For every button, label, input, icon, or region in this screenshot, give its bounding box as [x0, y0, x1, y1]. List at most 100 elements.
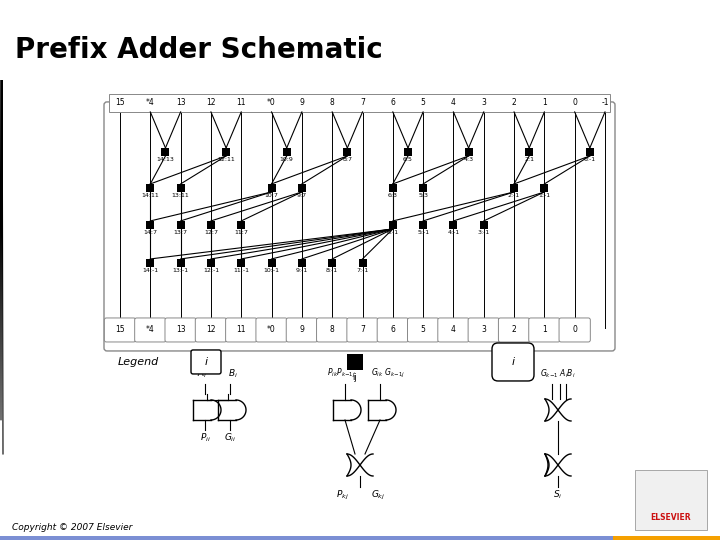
FancyBboxPatch shape	[104, 102, 615, 351]
FancyBboxPatch shape	[195, 318, 227, 342]
FancyBboxPatch shape	[559, 318, 590, 342]
Bar	[176, 221, 184, 229]
Text: 5:3: 5:3	[418, 193, 428, 198]
Text: 13: 13	[176, 326, 186, 334]
Text: 12:-1: 12:-1	[203, 268, 219, 273]
Bar	[222, 148, 230, 156]
Bar	[268, 184, 276, 192]
FancyBboxPatch shape	[408, 318, 438, 342]
Text: 7: 7	[360, 98, 365, 107]
Text: $P_{ii}$: $P_{ii}$	[199, 432, 210, 444]
Bar	[510, 184, 518, 192]
Bar	[109, 94, 610, 112]
Bar	[343, 148, 351, 156]
Bar	[283, 148, 291, 156]
Text: 6: 6	[390, 326, 395, 334]
Bar	[268, 259, 276, 267]
Text: 11:-1: 11:-1	[233, 268, 249, 273]
Text: 8:-1: 8:-1	[326, 268, 338, 273]
Text: 14:-1: 14:-1	[143, 268, 158, 273]
Bar	[389, 221, 397, 229]
Text: 14:7: 14:7	[143, 231, 157, 235]
Bar	[0, 536, 720, 540]
Bar	[389, 184, 397, 192]
Bar	[207, 259, 215, 267]
Bar	[146, 221, 154, 229]
Text: 12:7: 12:7	[204, 231, 218, 235]
Bar	[207, 221, 215, 229]
Bar	[419, 184, 427, 192]
Bar	[586, 148, 594, 156]
Text: 1: 1	[542, 98, 546, 107]
FancyBboxPatch shape	[317, 318, 348, 342]
FancyBboxPatch shape	[438, 318, 469, 342]
Text: $G_{kj}$: $G_{kj}$	[371, 489, 385, 502]
FancyBboxPatch shape	[287, 318, 318, 342]
Text: 11: 11	[236, 98, 246, 107]
Text: 2: 2	[512, 98, 516, 107]
FancyBboxPatch shape	[528, 318, 560, 342]
Bar	[146, 184, 154, 192]
Text: $A_i$: $A_i$	[197, 368, 207, 380]
Text: 0: 0	[572, 98, 577, 107]
Text: 14:11: 14:11	[141, 193, 159, 198]
Text: 6:3: 6:3	[388, 193, 398, 198]
Text: $G_{ik}\ G_{k\!-\!1j}$: $G_{ik}\ G_{k\!-\!1j}$	[371, 367, 405, 380]
FancyBboxPatch shape	[165, 318, 197, 342]
Text: 9:-1: 9:-1	[296, 268, 308, 273]
Text: 1:-1: 1:-1	[539, 193, 550, 198]
Text: 13:7: 13:7	[174, 231, 188, 235]
Text: Prefix Adder Schematic: Prefix Adder Schematic	[14, 36, 382, 64]
Text: 1: 1	[542, 326, 546, 334]
Bar	[419, 221, 427, 229]
Text: 3: 3	[481, 326, 486, 334]
Text: 4:-1: 4:-1	[447, 231, 459, 235]
Text: 15: 15	[115, 326, 125, 334]
Text: 12: 12	[206, 326, 216, 334]
FancyBboxPatch shape	[347, 318, 378, 342]
Text: 9:7: 9:7	[297, 193, 307, 198]
Bar	[298, 184, 306, 192]
Text: *0: *0	[267, 98, 276, 107]
Bar	[298, 259, 306, 267]
Text: i: i	[204, 357, 207, 367]
FancyBboxPatch shape	[191, 350, 221, 374]
Bar	[613, 536, 720, 540]
Text: 8:7: 8:7	[342, 158, 352, 163]
Text: 10:-1: 10:-1	[264, 268, 279, 273]
Text: 13:11: 13:11	[172, 193, 189, 198]
Text: 8: 8	[330, 326, 335, 334]
FancyBboxPatch shape	[135, 318, 166, 342]
Bar	[525, 148, 534, 156]
Text: i: i	[511, 357, 515, 367]
Bar	[480, 221, 487, 229]
Text: 3:-1: 3:-1	[477, 231, 490, 235]
FancyBboxPatch shape	[635, 470, 707, 530]
Text: 6: 6	[390, 98, 395, 107]
Text: 2: 2	[512, 326, 516, 334]
Text: 4: 4	[451, 98, 456, 107]
Text: 13: 13	[176, 98, 186, 107]
Text: 5: 5	[420, 326, 426, 334]
Text: $P_{ik}P_{k\!-\!1j}$: $P_{ik}P_{k\!-\!1j}$	[327, 367, 356, 380]
Text: $G_{k\!-\!1}\ A_i B_i$: $G_{k\!-\!1}\ A_i B_i$	[540, 368, 576, 380]
Bar	[359, 259, 366, 267]
Bar	[238, 259, 246, 267]
Bar	[464, 148, 472, 156]
Text: Legend: Legend	[118, 357, 159, 367]
Text: $G_{ii}$: $G_{ii}$	[224, 432, 236, 444]
Text: 7: 7	[360, 326, 365, 334]
Text: 9: 9	[300, 326, 305, 334]
Text: 15: 15	[115, 98, 125, 107]
Text: 7:-1: 7:-1	[356, 268, 369, 273]
Text: 0:-1: 0:-1	[584, 158, 596, 163]
Text: 2:1: 2:1	[524, 158, 534, 163]
Bar	[347, 354, 363, 370]
Text: 6:-1: 6:-1	[387, 231, 399, 235]
Text: 4: 4	[451, 326, 456, 334]
Text: 12: 12	[206, 98, 216, 107]
Text: ij: ij	[353, 373, 357, 382]
Text: *4: *4	[146, 326, 155, 334]
Text: $P_{kj}$: $P_{kj}$	[336, 489, 348, 502]
Bar	[161, 148, 169, 156]
